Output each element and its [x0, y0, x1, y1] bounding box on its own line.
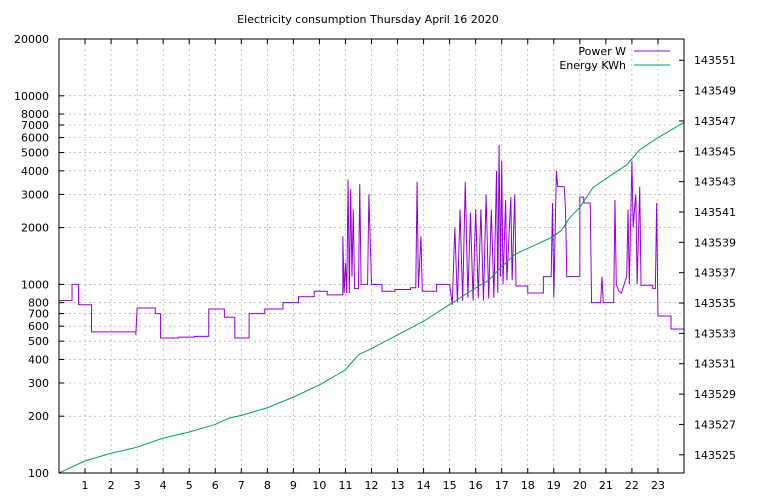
plot-frame: [58, 38, 685, 474]
x-tick-label: 8: [264, 479, 271, 492]
y-left-tick-label: 100: [28, 467, 49, 480]
x-tick-label: 1: [82, 479, 89, 492]
y-right-tick-label: 143541: [694, 206, 736, 219]
y-right-tick-label: 143527: [694, 418, 736, 431]
y-right-tick-label: 143549: [694, 85, 736, 98]
y-left-tick-label: 10000: [14, 90, 49, 103]
y-right-tick-label: 143545: [694, 145, 736, 158]
x-tick-label: 13: [391, 479, 405, 492]
y-left-tick-label: 800: [28, 297, 49, 310]
y-left-tick-label: 600: [28, 320, 49, 333]
x-tick-label: 21: [599, 479, 613, 492]
y-right-tick-label: 143529: [694, 388, 736, 401]
y-right-tick-label: 143533: [694, 327, 736, 340]
y-left-tick-label: 2000: [21, 222, 49, 235]
plot-series: [58, 122, 685, 474]
y-left-tick-label: 20000: [14, 33, 49, 46]
x-tick-label: 23: [651, 479, 665, 492]
y-left-tick-label: 1000: [21, 278, 49, 291]
power-series-line: [59, 144, 684, 339]
grid-lines: [59, 38, 684, 474]
y-right-tick-label: 143543: [694, 176, 736, 189]
x-tick-label: 7: [238, 479, 245, 492]
y-left-tick-label: 300: [28, 377, 49, 390]
y-right-tick-label: 143525: [694, 449, 736, 462]
legend-label-energy: Energy KWh: [559, 59, 626, 72]
x-tick-label: 10: [312, 479, 326, 492]
x-tick-label: 6: [212, 479, 219, 492]
x-tick-label: 12: [365, 479, 379, 492]
x-tick-label: 5: [186, 479, 193, 492]
x-tick-label: 11: [338, 479, 352, 492]
x-tick-label: 15: [443, 479, 457, 492]
chart-title: Electricity consumption Thursday April 1…: [237, 13, 499, 26]
y-left-tick-label: 5000: [21, 147, 49, 160]
y-right-tick-label: 143539: [694, 236, 736, 249]
x-tick-label: 2: [108, 479, 115, 492]
y-right-tick-label: 143531: [694, 358, 736, 371]
y-right-tick-label: 143547: [694, 115, 736, 128]
y-left-tick-label: 7000: [21, 119, 49, 132]
energy-series-line: [58, 122, 685, 474]
right-axis-ticks: 143525 143527 143529 143531 143533 143535 1435…: [679, 54, 736, 462]
x-tick-label: 17: [495, 479, 509, 492]
y-left-tick-label: 8000: [21, 108, 49, 121]
y-left-tick-label: 500: [28, 335, 49, 348]
y-right-tick-label: 143537: [694, 267, 736, 280]
x-tick-label: 19: [547, 479, 561, 492]
y-left-tick-label: 4000: [21, 165, 49, 178]
y-right-tick-label: 143551: [694, 54, 736, 67]
y-left-tick-label: 3000: [21, 188, 49, 201]
y-left-tick-label: 200: [28, 410, 49, 423]
x-tick-label: 22: [625, 479, 639, 492]
x-tick-label: 4: [160, 479, 167, 492]
x-tick-label: 14: [417, 479, 431, 492]
x-tick-label: 3: [134, 479, 141, 492]
y-left-tick-label: 6000: [21, 132, 49, 145]
y-right-tick-label: 143535: [694, 297, 736, 310]
x-tick-label: 9: [290, 479, 297, 492]
y-left-tick-label: 700: [28, 308, 49, 321]
x-tick-label: 20: [573, 479, 587, 492]
x-tick-label: 18: [521, 479, 535, 492]
legend: Power W Energy KWh: [559, 45, 670, 72]
y-left-tick-label: 400: [28, 353, 49, 366]
x-axis-ticks: 1 2 3 4 5 6 7 8 9 10 11 12 13 14 15 16 17 18 19 20 21 22 23: [82, 39, 665, 492]
legend-label-power: Power W: [578, 45, 626, 58]
x-tick-label: 16: [469, 479, 483, 492]
